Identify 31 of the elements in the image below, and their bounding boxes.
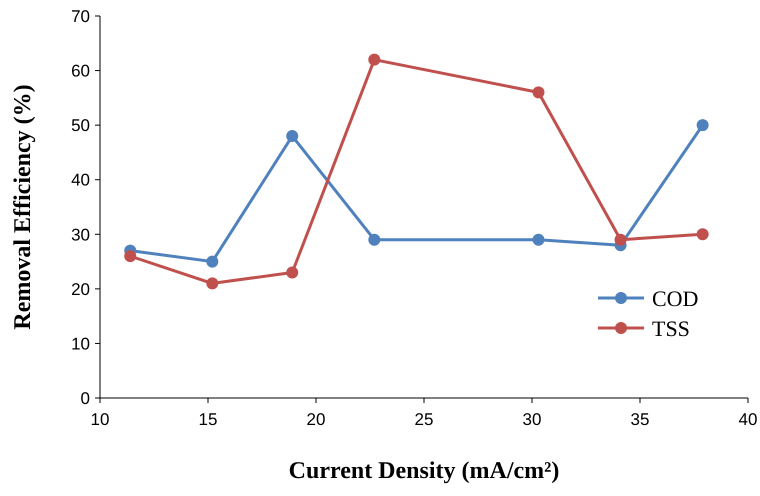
x-tick-label: 30 [522, 410, 542, 429]
x-tick-label: 40 [738, 410, 758, 429]
y-axis-title: Removal Efficiency (%) [10, 84, 36, 330]
y-tick-label: 70 [71, 7, 90, 26]
x-tick-label: 10 [90, 410, 110, 429]
x-axis-title: Current Density (mA/cm²) [288, 458, 560, 484]
legend-label: TSS [652, 316, 690, 341]
point [206, 256, 218, 268]
point [206, 277, 218, 290]
y-tick-label: 60 [71, 62, 90, 81]
y-tick-label: 30 [71, 225, 90, 244]
point [696, 119, 709, 132]
y-tick-label: 40 [71, 170, 90, 190]
x-tick-label: 15 [198, 410, 218, 429]
x-tick-label: 25 [414, 410, 434, 429]
x-tick-label: 35 [630, 410, 650, 429]
point [614, 234, 627, 246]
point [124, 250, 136, 262]
y-tick-label: 0 [80, 389, 90, 408]
point [368, 234, 380, 246]
y-tick-label: 50 [71, 116, 90, 136]
point [532, 86, 544, 98]
x-tick-label: 20 [306, 410, 326, 429]
legend-label: COD [652, 286, 698, 311]
point [368, 54, 380, 66]
y-tick-label: 10 [71, 334, 90, 354]
point [286, 266, 298, 278]
y-tick-label: 20 [71, 280, 90, 299]
point [532, 234, 544, 246]
point [696, 228, 709, 240]
point [286, 130, 298, 142]
